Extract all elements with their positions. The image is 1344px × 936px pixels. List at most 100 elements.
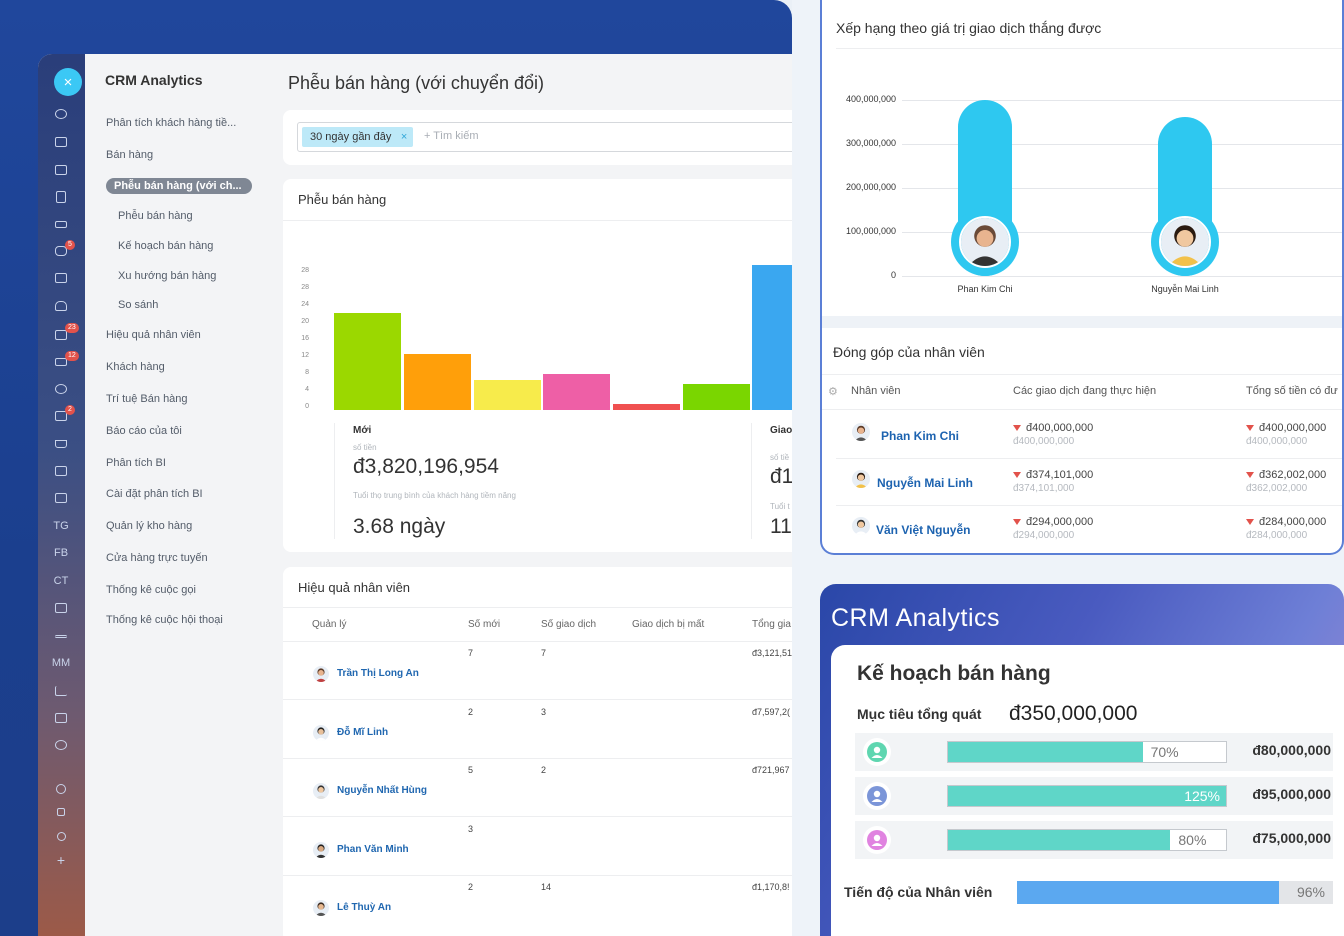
funnel-bar[interactable] — [613, 404, 680, 410]
value-text: đ400,000,000 — [1026, 422, 1094, 434]
col-employee[interactable]: Nhân viên — [851, 385, 901, 397]
plan-progress-bar: 70% — [947, 741, 1227, 763]
filter-icon[interactable] — [51, 352, 71, 372]
funnel-ytick: 0 — [305, 403, 309, 410]
nav-item-compare[interactable]: So sánh — [118, 299, 159, 311]
col-total[interactable]: Tổng gia — [752, 619, 791, 630]
nav-item-sales-intel[interactable]: Trí tuệ Bán hàng — [106, 393, 188, 405]
ranking-ytick: 100,000,000 — [845, 226, 896, 236]
box-icon[interactable] — [51, 488, 71, 508]
divider — [283, 641, 792, 642]
employee-name-link[interactable]: Nguyễn Mai Linh — [877, 476, 973, 490]
mm-item[interactable]: MM — [51, 657, 71, 669]
employee-name-link[interactable]: Trần Thị Long An — [337, 668, 419, 679]
avatar — [313, 783, 329, 799]
plus-icon[interactable]: + — [56, 852, 66, 868]
plan-amount: đ95,000,000 — [1252, 786, 1331, 802]
employee-name-link[interactable]: Lê Thuỳ An — [337, 902, 392, 913]
value-text: đ284,000,000 — [1259, 516, 1327, 528]
nav-item-bi-settings[interactable]: Cài đặt phân tích BI — [106, 488, 203, 500]
brand-title: CRM Analytics — [831, 604, 1001, 632]
shop-icon[interactable] — [51, 461, 71, 481]
nav-item-inventory[interactable]: Quản lý kho hàng — [106, 520, 193, 532]
sitemap-icon[interactable] — [51, 802, 71, 822]
pen-icon[interactable] — [51, 626, 71, 646]
total-amount-value: đ284,000,000 — [1246, 516, 1326, 528]
stage-divider — [334, 423, 335, 539]
person-icon — [863, 826, 891, 854]
bar-chart-icon[interactable] — [51, 681, 71, 701]
col-active-deals[interactable]: Các giao dịch đang thực hiện — [1013, 385, 1157, 397]
stage1-label: Mới — [353, 425, 372, 436]
main-content: Phễu bán hàng (với chuyển đổi) 30 ngày g… — [257, 54, 792, 936]
checklist-icon[interactable] — [51, 708, 71, 728]
gear-icon[interactable] — [51, 826, 71, 846]
help-icon[interactable] — [51, 779, 71, 799]
nav-item-sales-trend[interactable]: Xu hướng bán hàng — [118, 270, 217, 282]
nav-item-chat-stats[interactable]: Thống kê cuộc hội thoại — [106, 614, 223, 626]
chip-close-icon[interactable]: × — [400, 131, 408, 143]
drive-icon[interactable] — [51, 214, 71, 234]
mail-icon[interactable] — [51, 268, 71, 288]
nav-item-bi-analysis[interactable]: Phân tích BI — [106, 457, 166, 469]
fb-item[interactable]: FB — [53, 547, 69, 559]
active-deals-prev: đ400,000,000 — [1013, 436, 1075, 447]
filter-search-input[interactable]: 30 ngày gần đây × + Tìm kiếm — [297, 122, 792, 152]
tg-item[interactable]: TG — [53, 520, 69, 532]
cell-new: 2 — [468, 882, 474, 892]
bank-icon[interactable] — [51, 598, 71, 618]
nav-item-employee-perf[interactable]: Hiệu quả nhân viên — [106, 329, 201, 341]
calendar-icon[interactable] — [51, 160, 71, 180]
funnel-bar[interactable] — [404, 354, 471, 410]
employee-name-link[interactable]: Phan Kim Chi — [881, 429, 960, 443]
nav-item-customers[interactable]: Khách hàng — [106, 361, 165, 373]
shield-check-icon[interactable] — [51, 735, 71, 755]
nav-item-customer-analysis[interactable]: Phân tích khách hàng tiề... — [106, 117, 237, 129]
down-arrow-icon — [1013, 425, 1021, 432]
nav-item-online-store[interactable]: Cửa hàng trực tuyến — [106, 552, 208, 564]
cell-total: đ721,967 — [752, 765, 790, 775]
funnel-bar[interactable] — [474, 380, 541, 410]
employee-name-link[interactable]: Đỗ Mĩ Linh — [337, 726, 389, 738]
filter-chip[interactable]: 30 ngày gần đây × — [302, 127, 414, 147]
target-icon[interactable] — [51, 379, 71, 399]
down-arrow-icon — [1246, 472, 1254, 479]
inbox-icon[interactable] — [51, 132, 71, 152]
funnel-bar[interactable] — [543, 374, 610, 410]
down-arrow-icon — [1013, 519, 1021, 526]
nav-item-sales[interactable]: Bán hàng — [106, 149, 154, 161]
ct-item[interactable]: CT — [53, 575, 69, 587]
settings-gear-icon[interactable]: ⚙ — [828, 386, 838, 398]
funnel-bar[interactable] — [334, 313, 401, 410]
chat-icon[interactable] — [51, 241, 71, 261]
pulse-icon[interactable] — [51, 104, 71, 124]
users-icon[interactable] — [51, 296, 71, 316]
nav-item-call-stats[interactable]: Thống kê cuộc gọi — [106, 584, 196, 596]
nav-item-funnel-conversion[interactable]: Phễu bán hàng (với ch... — [106, 178, 252, 194]
down-arrow-icon — [1246, 519, 1254, 526]
cart-icon[interactable] — [51, 434, 71, 454]
funnel-bar[interactable] — [683, 384, 750, 410]
col-deals[interactable]: Số giao dịch — [541, 619, 597, 630]
funnel-ytick: 28 — [301, 267, 309, 274]
close-icon[interactable]: × — [54, 68, 82, 96]
nav-item-sales-plan[interactable]: Kế hoạch bán hàng — [118, 240, 214, 252]
funnel-bar[interactable] — [752, 265, 792, 410]
nav-item-my-reports[interactable]: Báo cáo của tôi — [106, 425, 182, 437]
contact-card-icon[interactable] — [51, 406, 71, 426]
employee-name-link[interactable]: Văn Việt Nguyễn — [876, 523, 971, 537]
divider — [283, 607, 792, 608]
employee-name-link[interactable]: Phan Văn Minh — [337, 843, 409, 855]
document-icon[interactable] — [51, 187, 71, 207]
tasks-icon[interactable] — [51, 325, 71, 345]
col-manager[interactable]: Quản lý — [312, 619, 347, 630]
employee-name-link[interactable]: Nguyễn Nhất Hùng — [337, 785, 427, 796]
col-lost[interactable]: Giao dịch bị mất — [632, 619, 705, 630]
nav-item-funnel[interactable]: Phễu bán hàng — [118, 210, 193, 222]
col-new[interactable]: Số mới — [468, 619, 501, 630]
col-total-amount[interactable]: Tổng số tiền có đư — [1246, 385, 1338, 397]
plan-progress-pct: 125% — [1184, 788, 1220, 804]
funnel-ytick: 20 — [301, 318, 309, 325]
contact-badge: 2 — [65, 405, 75, 415]
avatar — [959, 216, 1011, 268]
